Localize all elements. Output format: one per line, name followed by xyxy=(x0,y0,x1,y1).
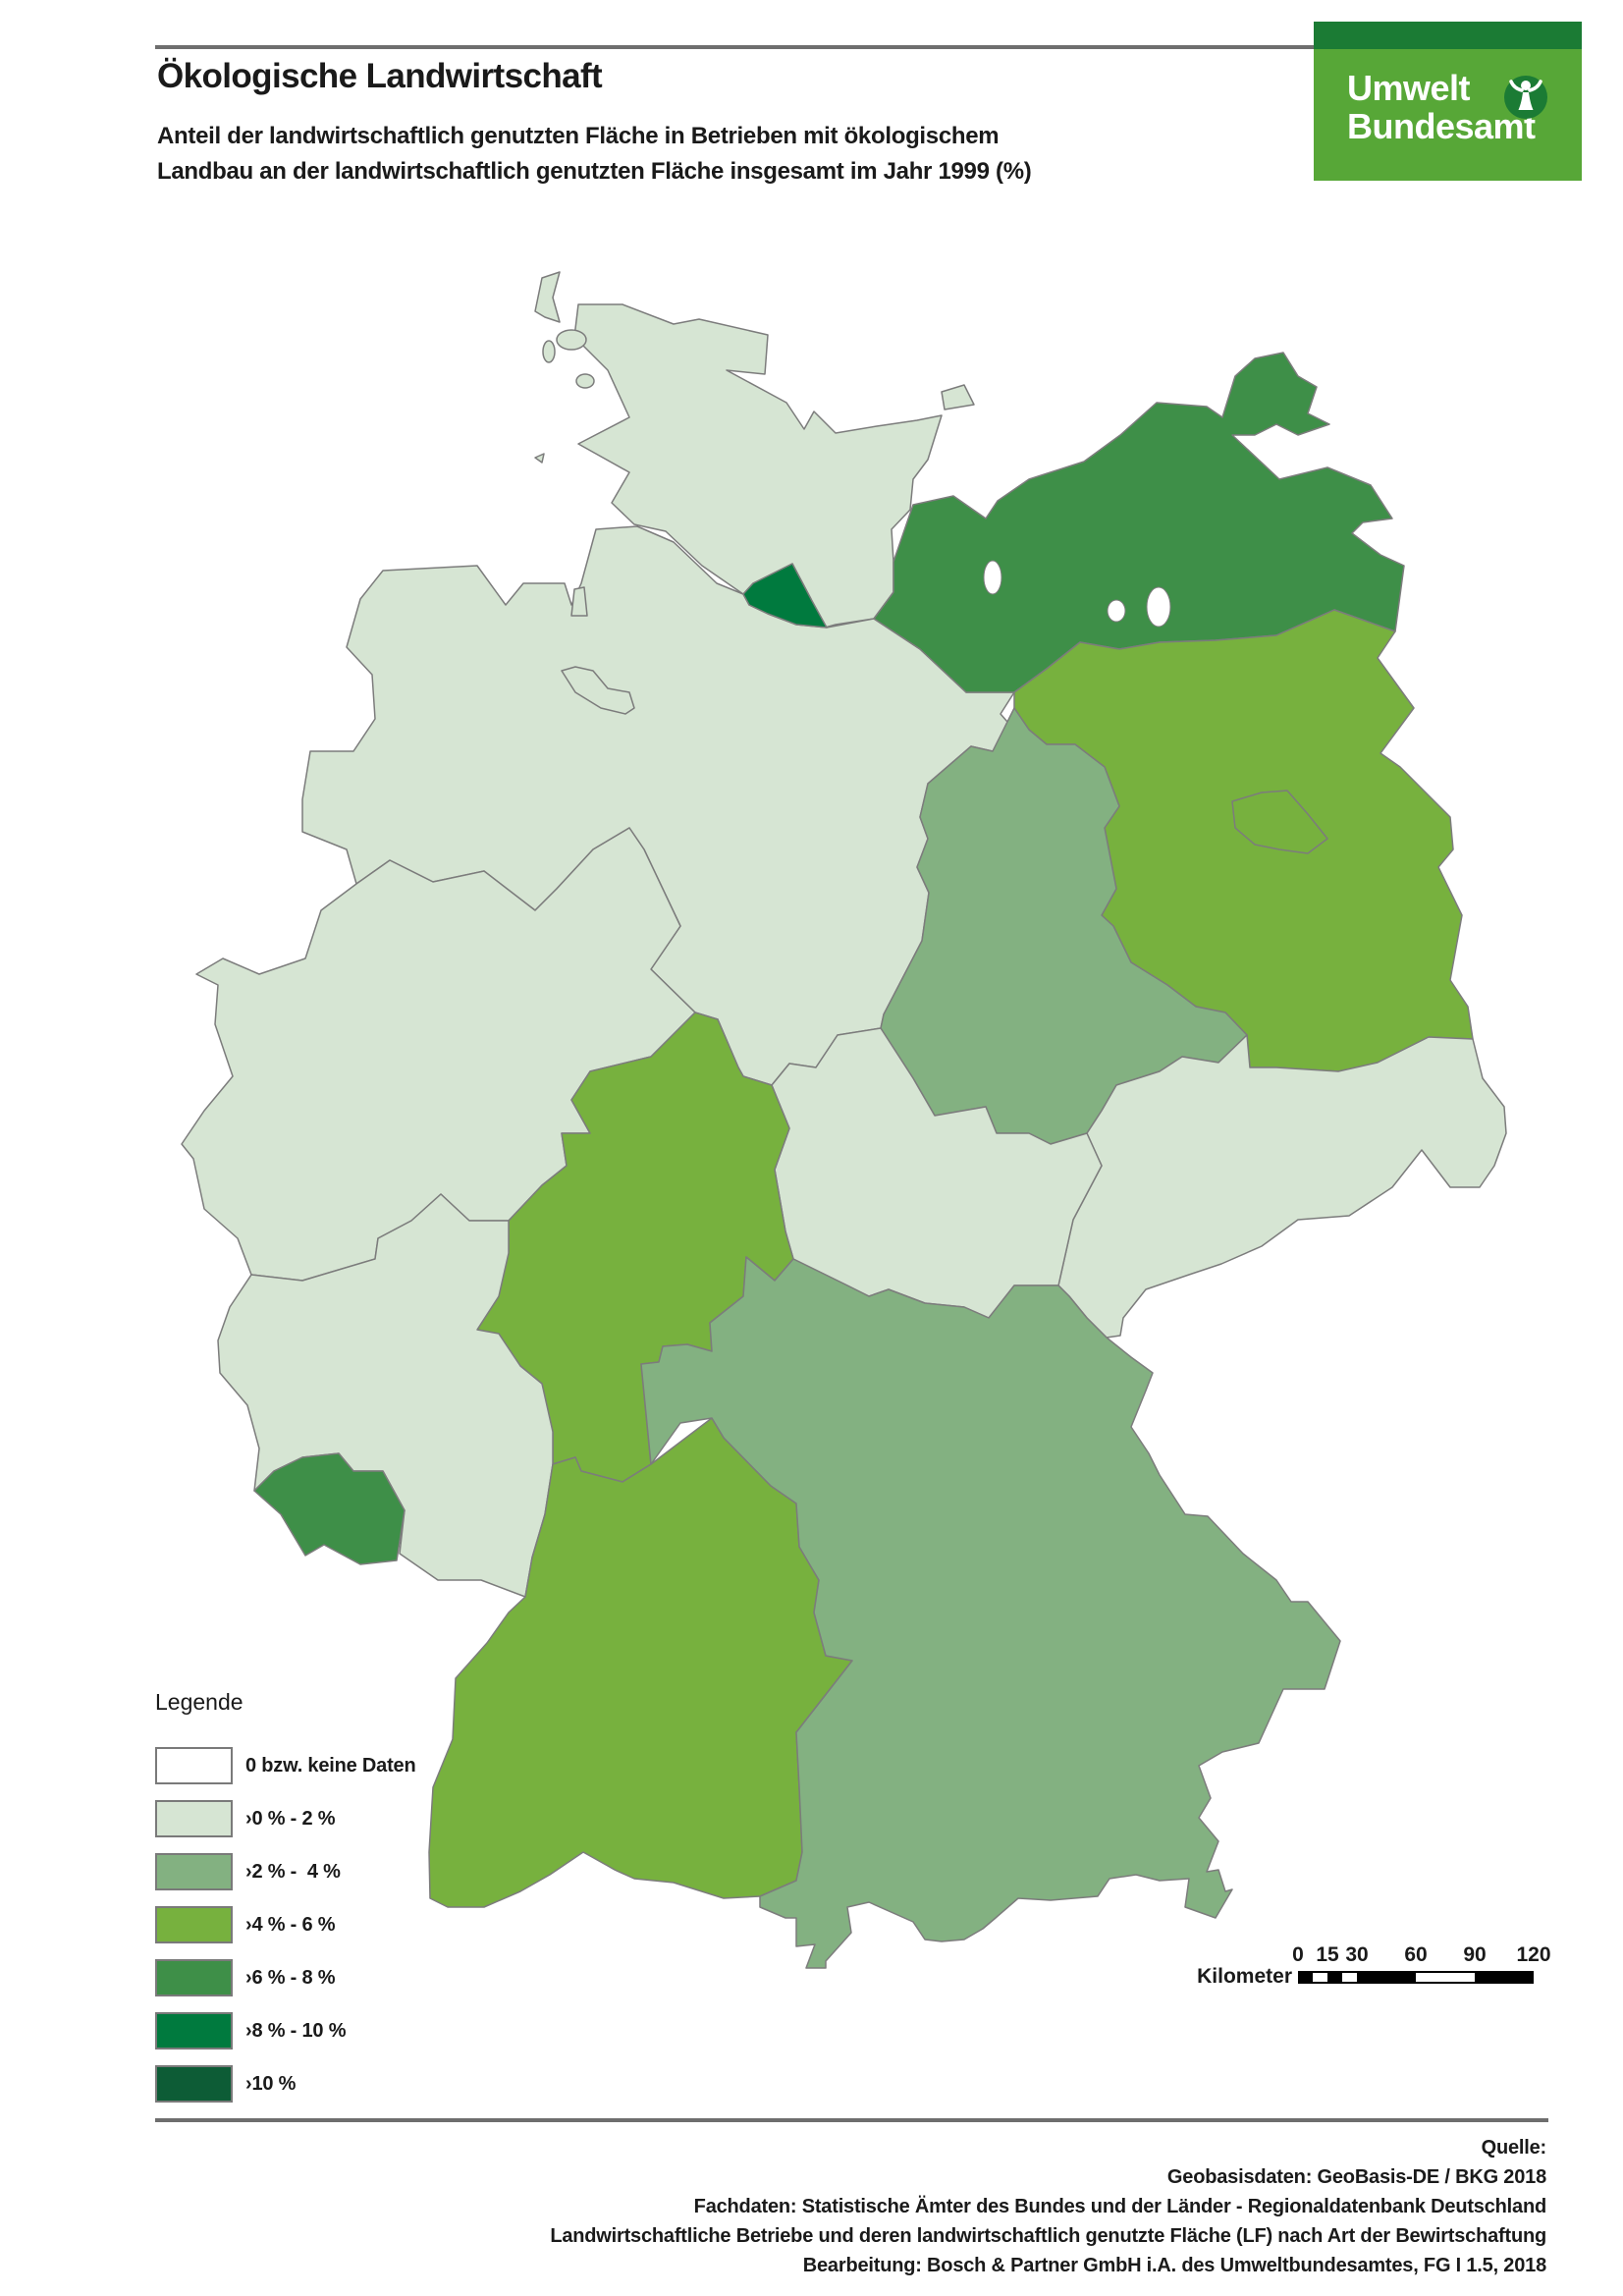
page-title: Ökologische Landwirtschaft xyxy=(157,57,603,95)
state-bremen xyxy=(561,666,635,715)
scale-bar-label: Kilometer xyxy=(1197,1965,1292,1988)
legend-swatch-no-data xyxy=(155,1747,233,1784)
legend-label: ›2 % - 4 % xyxy=(245,1860,341,1883)
legend: 0 bzw. keine Daten ›0 % - 2 % ›2 % - 4 %… xyxy=(155,1747,416,2118)
scale-bar xyxy=(1298,1971,1534,1984)
legend-row: ›0 % - 2 % xyxy=(155,1800,416,1837)
umweltbundesamt-logo: Umwelt Bundesamt xyxy=(1314,22,1582,181)
legend-row: ›10 % xyxy=(155,2065,416,2103)
legend-swatch-10plus xyxy=(155,2065,233,2103)
legend-row: ›6 % - 8 % xyxy=(155,1959,416,1996)
legend-label: ›10 % xyxy=(245,2072,297,2095)
logo-text-line1: Umwelt xyxy=(1347,68,1471,108)
legend-row: ›8 % - 10 % xyxy=(155,2012,416,2050)
lake-plauer-see xyxy=(1107,599,1126,623)
source-line: Geobasisdaten: GeoBasis-DE / BKG 2018 xyxy=(1166,2166,1546,2188)
legend-row: 0 bzw. keine Daten xyxy=(155,1747,416,1784)
scale-tick-120: 120 xyxy=(1516,1943,1551,1966)
source-line: Quelle: xyxy=(1481,2137,1547,2159)
legend-swatch-6-8 xyxy=(155,1959,233,1996)
state-bremen-bremerhaven xyxy=(570,586,588,617)
legend-swatch-0-2 xyxy=(155,1800,233,1837)
legend-row: ›4 % - 6 % xyxy=(155,1906,416,1943)
germany-choropleth-map xyxy=(172,265,1517,1974)
island-helgoland xyxy=(534,453,545,464)
legend-label: ›8 % - 10 % xyxy=(245,2019,347,2042)
legend-label: ›4 % - 6 % xyxy=(245,1913,336,1936)
map-svg xyxy=(181,271,1507,1969)
legend-title: Legende xyxy=(155,1689,243,1715)
lake-schweriner-see xyxy=(983,560,1002,595)
source-line: Bearbeitung: Bosch & Partner GmbH i.A. d… xyxy=(802,2255,1546,2276)
subtitle-line-2: Landbau an der landwirtschaftlich genutz… xyxy=(157,158,1032,185)
island-foehr xyxy=(556,329,587,351)
umweltbundesamt-icon xyxy=(1504,76,1547,119)
footer-divider xyxy=(155,2118,1548,2122)
scale-bar-ticks: 0 15 30 60 90 120 xyxy=(0,1943,1623,1967)
state-bayern xyxy=(640,1256,1341,1969)
subtitle-line-1: Anteil der landwirtschaftlich genutzten … xyxy=(157,123,1000,149)
state-berlin xyxy=(1231,790,1328,854)
state-saarland xyxy=(253,1452,406,1565)
scale-tick-0: 0 xyxy=(1292,1943,1304,1966)
island-pellworm xyxy=(575,373,595,389)
state-sachsen xyxy=(1057,1034,1507,1339)
scale-bar-segment xyxy=(1342,1973,1357,1982)
scale-tick-15: 15 xyxy=(1316,1943,1339,1966)
source-block: Quelle: Geobasisdaten: GeoBasis-DE / BKG… xyxy=(550,2133,1546,2280)
logo-text: Umwelt Bundesamt xyxy=(1347,69,1536,145)
island-amrum xyxy=(542,340,556,363)
island-sylt xyxy=(534,271,561,323)
page-subtitle: Anteil der landwirtschaftlich genutzten … xyxy=(157,119,1032,190)
logo-stripe xyxy=(1314,22,1582,49)
legend-label: ›6 % - 8 % xyxy=(245,1966,336,1989)
header-divider xyxy=(155,45,1314,49)
lake-mueritz xyxy=(1146,586,1171,628)
island-fehmarn xyxy=(941,384,975,410)
legend-swatch-8-10 xyxy=(155,2012,233,2050)
scale-bar-segment xyxy=(1416,1973,1475,1982)
source-line: Fachdaten: Statistische Ämter des Bundes… xyxy=(693,2196,1547,2217)
state-hamburg xyxy=(742,563,828,629)
scale-tick-90: 90 xyxy=(1463,1943,1487,1966)
scale-tick-30: 30 xyxy=(1345,1943,1369,1966)
scale-bar-segment xyxy=(1313,1973,1327,1982)
scale-tick-60: 60 xyxy=(1404,1943,1428,1966)
logo-text-line2: Bundesamt xyxy=(1347,106,1536,146)
legend-row: ›2 % - 4 % xyxy=(155,1853,416,1890)
source-line: Landwirtschaftliche Betriebe und deren l… xyxy=(550,2225,1546,2247)
legend-label: ›0 % - 2 % xyxy=(245,1807,336,1830)
legend-swatch-4-6 xyxy=(155,1906,233,1943)
legend-swatch-2-4 xyxy=(155,1853,233,1890)
legend-label: 0 bzw. keine Daten xyxy=(245,1754,416,1777)
